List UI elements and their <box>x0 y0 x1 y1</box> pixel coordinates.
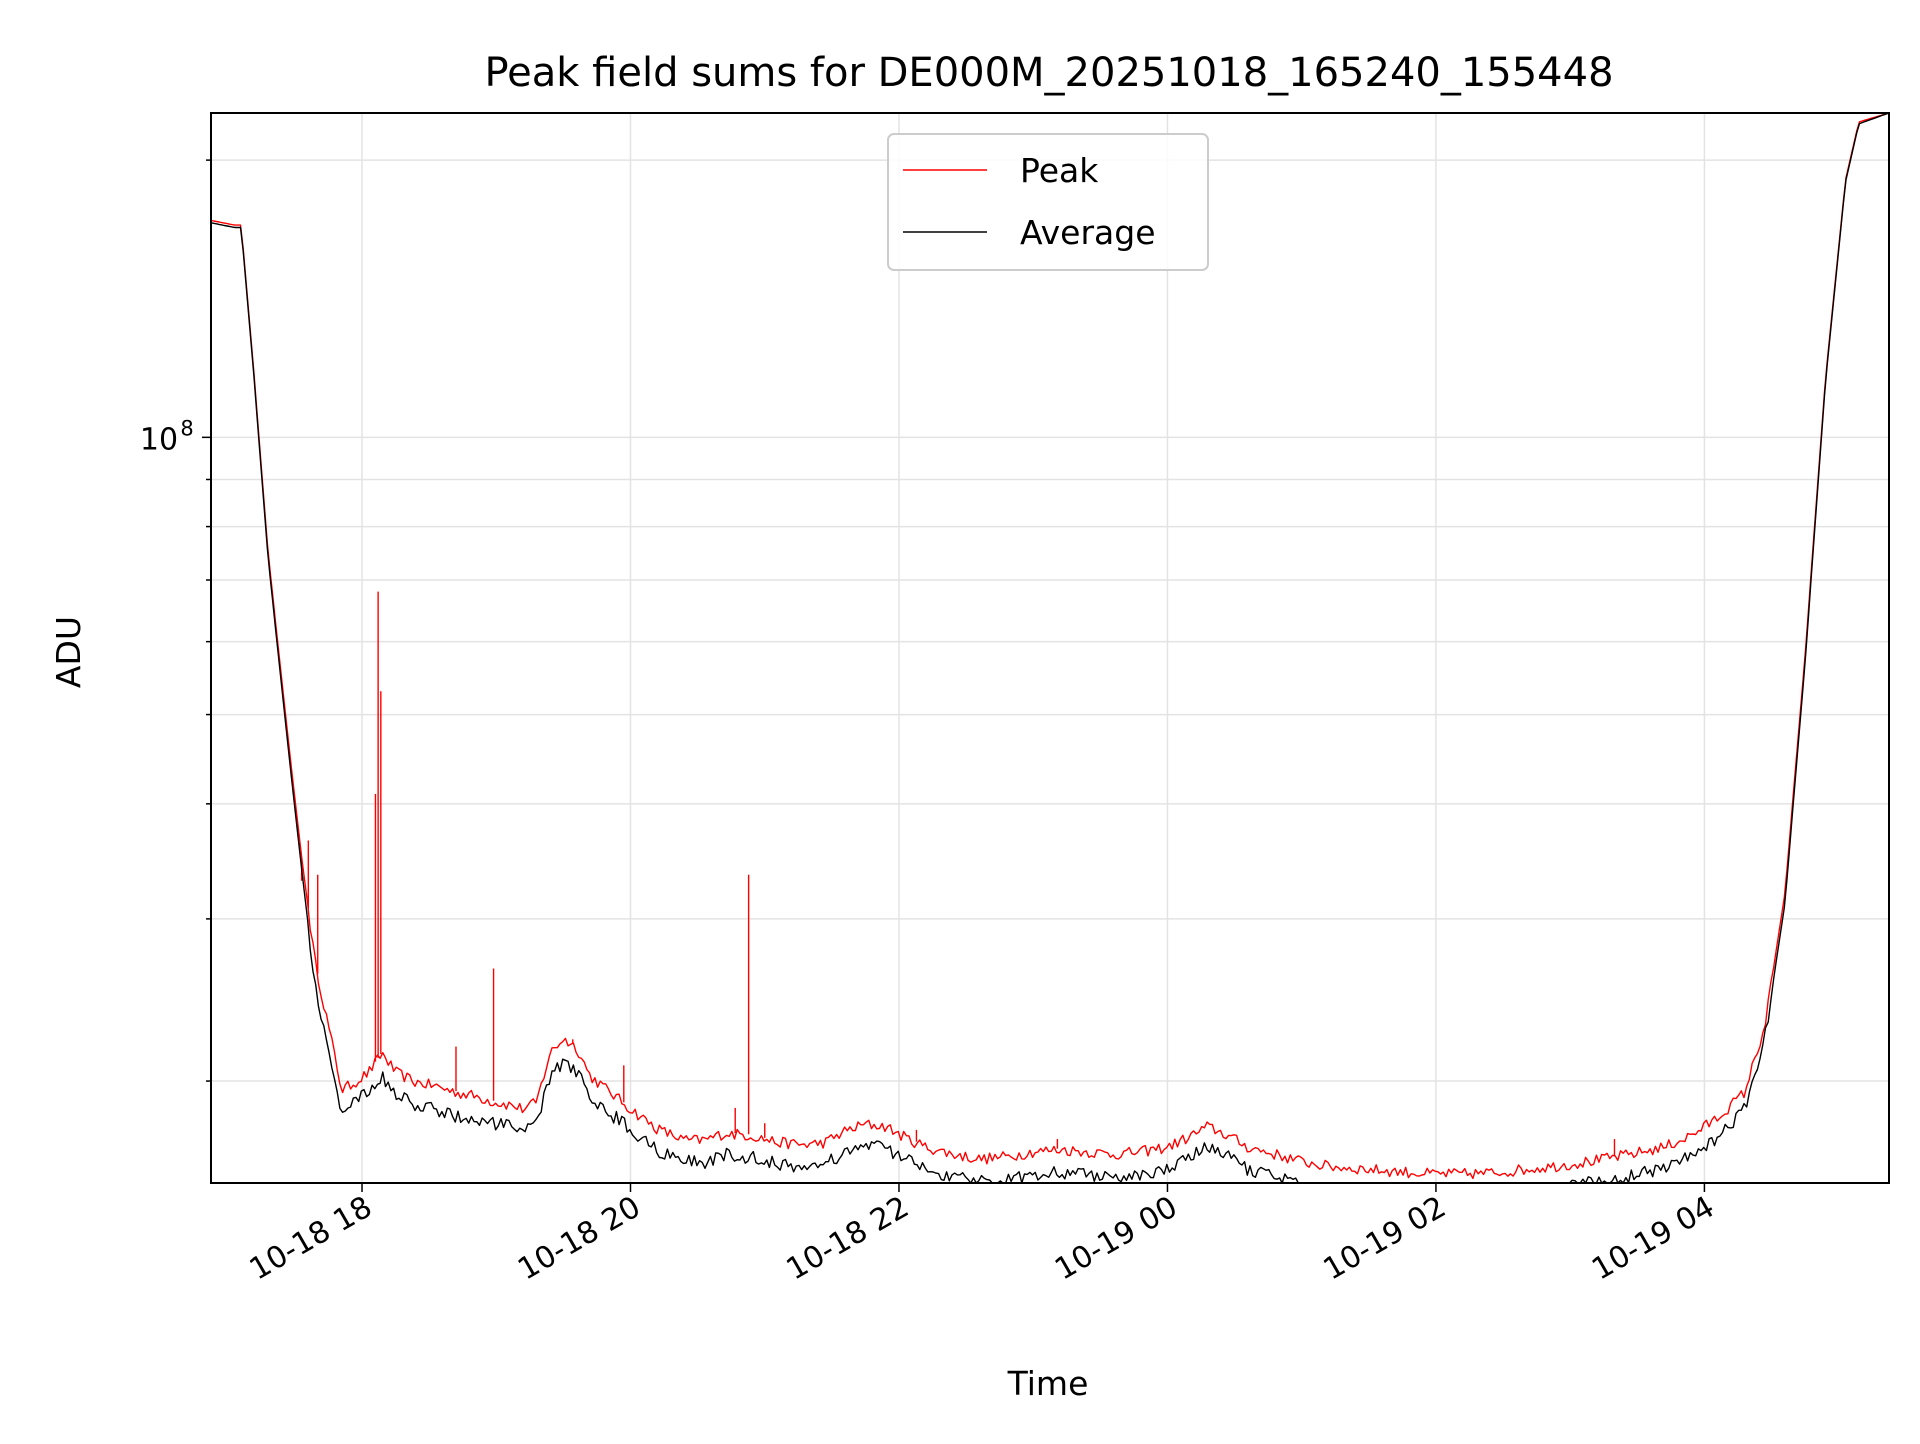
chart-title: Peak field sums for DE000M_20251018_1652… <box>484 50 1613 96</box>
legend-average-label: Average <box>1020 213 1156 252</box>
series-line-peak <box>210 112 1890 1180</box>
y-tick-label: 10 <box>140 422 178 457</box>
x-axis-label: Time <box>1007 1364 1089 1403</box>
plot-frame <box>210 112 1890 1184</box>
legend: Peak Average <box>887 133 1209 271</box>
y-tick-exponent: 8 <box>180 416 193 440</box>
legend-peak-label: Peak <box>1020 151 1099 190</box>
y-axis-label: ADU <box>49 616 88 688</box>
legend-box <box>887 133 1209 271</box>
series-peak <box>210 112 1890 1180</box>
